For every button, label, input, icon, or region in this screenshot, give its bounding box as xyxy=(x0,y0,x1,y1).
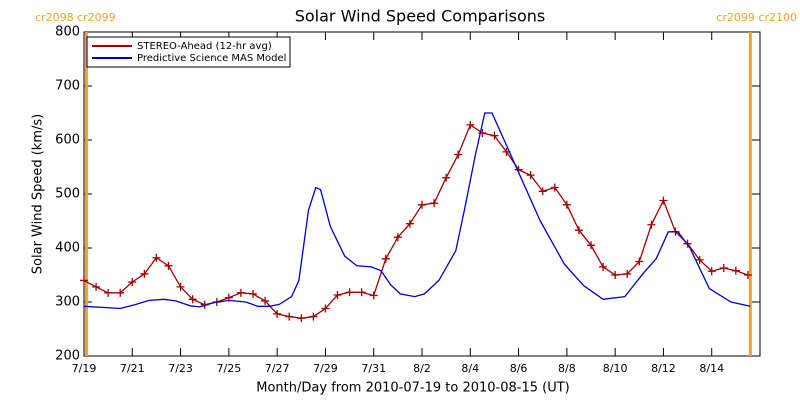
data-point xyxy=(188,295,197,304)
data-point xyxy=(647,220,656,229)
data-point xyxy=(92,282,101,291)
data-point xyxy=(526,171,535,180)
legend-label: STEREO-Ahead (12-hr avg) xyxy=(137,41,272,52)
data-point xyxy=(587,241,595,250)
data-point xyxy=(333,290,342,299)
data-point xyxy=(297,314,306,323)
chart-title: Solar Wind Speed Comparisons xyxy=(295,7,546,26)
data-point xyxy=(80,276,88,285)
data-point xyxy=(574,226,583,235)
data-point xyxy=(321,304,330,313)
data-point xyxy=(309,312,318,321)
x-tick-label: 7/21 xyxy=(120,362,145,375)
data-point xyxy=(357,288,366,297)
data-point xyxy=(176,282,185,291)
data-point xyxy=(381,254,390,263)
x-tick-label: 8/6 xyxy=(510,362,528,375)
x-tick-label: 8/2 xyxy=(413,362,431,375)
y-tick-label: 500 xyxy=(55,187,80,202)
data-point xyxy=(659,196,668,205)
data-point xyxy=(405,219,414,228)
x-tick-label: 8/10 xyxy=(603,362,628,375)
data-point xyxy=(128,278,137,287)
x-tick-label: 7/25 xyxy=(217,362,242,375)
data-point xyxy=(466,120,475,129)
y-tick-label: 200 xyxy=(55,349,80,364)
data-point xyxy=(623,269,632,278)
x-tick-label: 8/8 xyxy=(558,362,576,375)
series-line xyxy=(83,123,749,319)
data-point xyxy=(707,267,716,276)
data-point xyxy=(164,261,173,270)
legend-label: Predictive Science MAS Model xyxy=(137,53,286,64)
data-point xyxy=(490,131,499,140)
data-point xyxy=(719,263,728,272)
legend: STEREO-Ahead (12-hr avg)Predictive Scien… xyxy=(86,36,291,68)
data-point xyxy=(236,288,245,297)
data-point xyxy=(743,271,752,279)
x-tick-label: 7/31 xyxy=(361,362,386,375)
series-line xyxy=(83,112,751,310)
y-axis-label: Solar Wind Speed (km/s) xyxy=(31,114,46,274)
x-tick-label: 7/23 xyxy=(168,362,193,375)
data-point xyxy=(261,296,270,305)
data-point xyxy=(635,257,644,266)
data-point xyxy=(152,253,161,262)
x-axis-label: Month/Day from 2010-07-19 to 2010-08-15 … xyxy=(256,381,569,396)
x-tick-label: 7/19 xyxy=(72,362,97,375)
data-point xyxy=(550,183,559,192)
data-point xyxy=(285,312,294,321)
data-point xyxy=(599,262,608,271)
data-point xyxy=(538,187,547,196)
y-tick-label: 800 xyxy=(55,25,80,40)
y-tick-label: 700 xyxy=(55,79,80,94)
legend-box xyxy=(86,36,291,68)
data-point xyxy=(442,173,451,182)
x-tick-label: 8/14 xyxy=(699,362,724,375)
data-point xyxy=(731,266,740,275)
rotation-label: cr2099 cr2100 xyxy=(716,11,797,24)
data-point xyxy=(562,200,571,209)
data-point xyxy=(116,288,125,297)
data-point xyxy=(345,288,354,297)
data-point xyxy=(430,199,439,208)
rotation-label: cr2098 cr2099 xyxy=(35,11,116,24)
data-point xyxy=(273,309,282,318)
x-tick-label: 8/4 xyxy=(461,362,479,375)
y-tick-label: 400 xyxy=(55,241,80,256)
x-tick-label: 8/12 xyxy=(651,362,676,375)
data-point xyxy=(140,269,149,278)
x-tick-label: 7/29 xyxy=(313,362,338,375)
data-point xyxy=(695,255,704,264)
y-tick-label: 300 xyxy=(55,295,80,310)
data-point xyxy=(249,289,257,298)
y-tick-label: 600 xyxy=(55,133,80,148)
data-point xyxy=(418,200,426,209)
data-point xyxy=(454,150,463,159)
x-tick-label: 7/27 xyxy=(265,362,290,375)
data-point xyxy=(104,288,113,297)
data-point xyxy=(611,271,620,279)
data-point xyxy=(393,233,402,242)
data-point xyxy=(369,291,378,300)
